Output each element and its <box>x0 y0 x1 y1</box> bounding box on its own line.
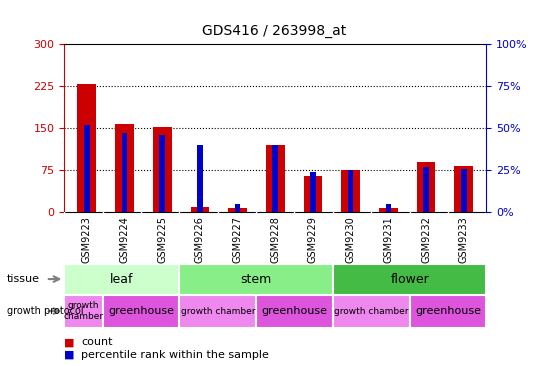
Text: GSM9233: GSM9233 <box>459 216 468 263</box>
Bar <box>341 170 360 212</box>
Bar <box>179 295 256 328</box>
Bar <box>333 264 486 295</box>
Text: growth protocol: growth protocol <box>7 306 83 316</box>
Bar <box>454 166 473 212</box>
Bar <box>256 295 333 328</box>
Bar <box>272 145 278 212</box>
Text: GSM9226: GSM9226 <box>195 216 205 263</box>
Bar <box>122 133 127 212</box>
Bar <box>379 208 398 212</box>
Text: percentile rank within the sample: percentile rank within the sample <box>81 350 269 360</box>
Text: GSM9231: GSM9231 <box>383 216 394 263</box>
Bar <box>115 124 134 212</box>
Text: greenhouse: greenhouse <box>108 306 174 316</box>
Bar <box>84 125 90 212</box>
Bar <box>266 145 285 212</box>
Text: growth chamber: growth chamber <box>181 307 255 315</box>
Bar <box>228 208 247 212</box>
Bar <box>78 84 96 212</box>
Bar <box>333 295 410 328</box>
Bar <box>410 295 486 328</box>
Bar <box>416 162 435 212</box>
Text: GSM9224: GSM9224 <box>120 216 130 263</box>
Text: GDS416 / 263998_at: GDS416 / 263998_at <box>202 24 346 38</box>
Bar <box>235 204 240 212</box>
Text: GSM9232: GSM9232 <box>421 216 431 263</box>
Text: tissue: tissue <box>7 274 40 284</box>
Bar <box>304 176 323 212</box>
Text: flower: flower <box>390 273 429 285</box>
Text: GSM9223: GSM9223 <box>82 216 92 263</box>
Bar <box>64 295 103 328</box>
Bar <box>153 127 172 212</box>
Text: GSM9229: GSM9229 <box>308 216 318 263</box>
Bar <box>159 135 165 212</box>
Text: greenhouse: greenhouse <box>415 306 481 316</box>
Text: GSM9228: GSM9228 <box>271 216 280 263</box>
Text: ■: ■ <box>64 337 75 347</box>
Bar <box>103 295 179 328</box>
Bar <box>191 207 210 212</box>
Bar <box>461 168 467 212</box>
Text: GSM9227: GSM9227 <box>233 216 243 264</box>
Bar <box>197 145 203 212</box>
Text: greenhouse: greenhouse <box>262 306 328 316</box>
Text: stem: stem <box>240 273 272 285</box>
Bar <box>423 167 429 212</box>
Text: growth chamber: growth chamber <box>334 307 409 315</box>
Text: ■: ■ <box>64 350 75 360</box>
Text: GSM9225: GSM9225 <box>157 216 167 264</box>
Text: count: count <box>81 337 112 347</box>
Bar <box>386 204 391 212</box>
Bar <box>310 172 316 212</box>
Text: GSM9230: GSM9230 <box>345 216 356 263</box>
Text: leaf: leaf <box>110 273 134 285</box>
Bar <box>64 264 179 295</box>
Text: growth
chamber: growth chamber <box>63 301 103 321</box>
Bar <box>179 264 333 295</box>
Bar <box>348 170 353 212</box>
